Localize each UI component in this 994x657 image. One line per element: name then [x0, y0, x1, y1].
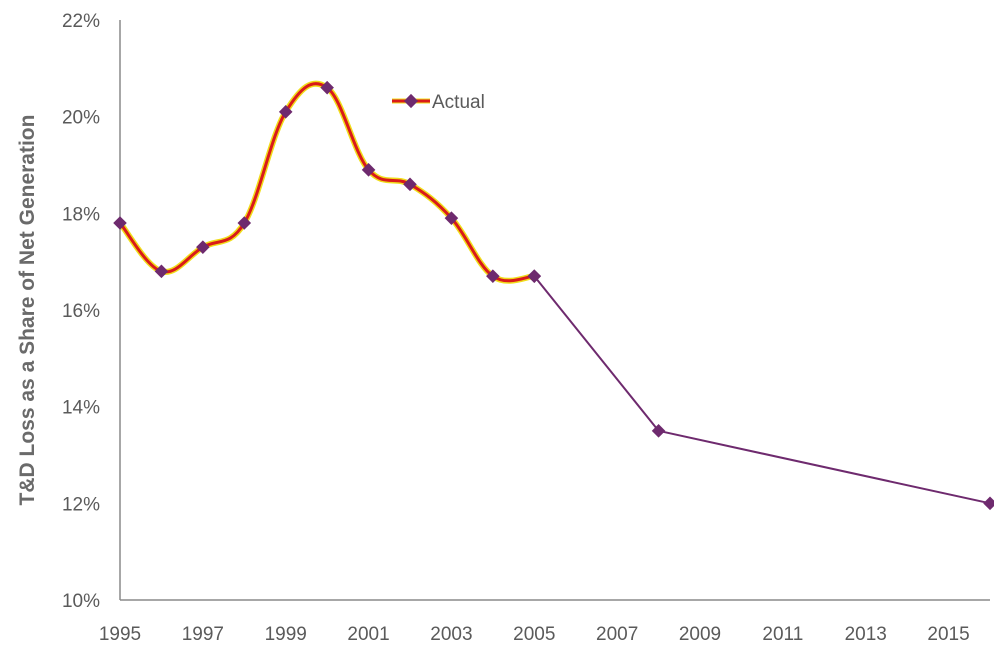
y-axis-title: T&D Loss as a Share of Net Generation — [16, 115, 39, 506]
series-0 — [113, 80, 542, 284]
series-1 — [527, 269, 994, 511]
legend: Actual — [392, 92, 485, 113]
data-point-marker — [154, 264, 169, 279]
legend-marker — [403, 93, 419, 109]
y-tick-label: 16% — [62, 301, 100, 322]
data-point-marker — [527, 269, 542, 283]
y-tick-label: 12% — [62, 494, 100, 515]
series-line — [118, 82, 535, 283]
series-segment — [658, 429, 991, 505]
x-tick-label: 2009 — [679, 624, 721, 645]
y-tick-labels: 10% 12% 14% 16% 18% 20% 22% — [62, 11, 100, 612]
data-point-marker — [196, 240, 210, 254]
y-tick-label: 18% — [62, 204, 100, 225]
x-tick-label: 2003 — [430, 624, 472, 645]
data-point-marker — [651, 424, 666, 438]
y-tick-label: 14% — [62, 398, 100, 419]
x-tick-label: 1995 — [99, 624, 141, 645]
axes — [119, 20, 990, 601]
x-tick-label: 2015 — [927, 624, 969, 645]
data-point-marker — [983, 496, 994, 511]
x-tick-label: 2011 — [762, 624, 803, 645]
data-point-marker — [320, 80, 334, 95]
x-tick-label: 2013 — [845, 624, 887, 645]
x-tick-label: 2001 — [347, 624, 389, 645]
series-segment — [533, 275, 660, 432]
y-tick-label: 20% — [62, 108, 100, 129]
x-tick-label: 2005 — [513, 624, 555, 645]
legend-label-actual: Actual — [432, 92, 485, 113]
data-point-marker — [403, 177, 417, 192]
x-tick-label: 1999 — [265, 624, 307, 645]
x-tick-label: 2007 — [596, 624, 638, 645]
y-tick-label: 22% — [62, 11, 100, 32]
data-point-marker — [444, 211, 459, 225]
series-layer — [113, 80, 994, 511]
x-tick-labels: 1995 1997 1999 2001 2003 2005 2007 2009 2011 2013… — [99, 624, 970, 645]
y-tick-label: 10% — [62, 591, 100, 612]
x-tick-label: 1997 — [182, 624, 224, 645]
data-point-marker — [486, 269, 500, 283]
data-point-marker — [113, 216, 127, 230]
data-point-marker — [237, 216, 252, 230]
